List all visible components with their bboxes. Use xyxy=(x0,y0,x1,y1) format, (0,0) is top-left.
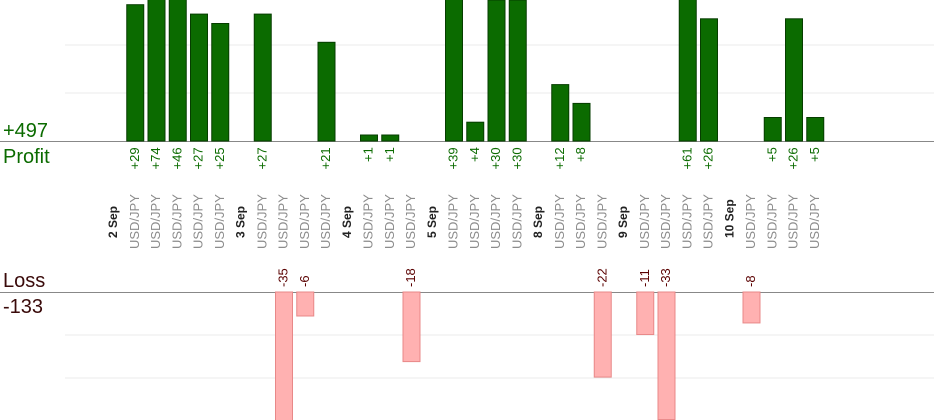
category-label: USD/JPY xyxy=(594,194,609,249)
profit-value-label: +61 xyxy=(679,147,694,169)
category-label: USD/JPY xyxy=(573,194,588,249)
profit-value-label: +27 xyxy=(191,147,206,169)
loss-total: -133 xyxy=(3,296,43,318)
profit-value-label: +26 xyxy=(786,147,801,169)
day-label: 10 Sep xyxy=(722,199,736,238)
loss-value-label: -11 xyxy=(637,269,652,287)
category-label: USD/JPY xyxy=(786,194,801,249)
loss-bar xyxy=(742,291,761,324)
category-label: USD/JPY xyxy=(701,194,716,249)
category-label: USD/JPY xyxy=(509,194,524,249)
profit-bar xyxy=(190,13,208,142)
profit-bar xyxy=(381,134,400,142)
category-label: USD/JPY xyxy=(488,194,503,249)
category-label: USD/JPY xyxy=(212,194,227,249)
profit-bar xyxy=(168,0,187,142)
profit-bar xyxy=(763,117,782,142)
profit-bar xyxy=(466,121,485,142)
profit-value-label: +29 xyxy=(127,147,142,169)
loss-bar xyxy=(636,291,655,336)
profit-value-label: +30 xyxy=(509,147,524,169)
category-label: USD/JPY xyxy=(807,194,822,249)
profit-bar xyxy=(700,18,718,142)
profit-bar xyxy=(147,0,166,142)
category-label: USD/JPY xyxy=(743,194,758,249)
category-label: USD/JPY xyxy=(552,194,567,249)
category-label: USD/JPY xyxy=(276,194,291,249)
profit-value-label: +21 xyxy=(318,147,333,169)
profit-value-label: +12 xyxy=(552,147,567,169)
profit-value-label: +4 xyxy=(467,147,482,162)
loss-value-label: -35 xyxy=(276,268,291,287)
profit-bar xyxy=(508,0,527,142)
profit-value-label: +8 xyxy=(573,147,588,162)
category-label: USD/JPY xyxy=(254,194,269,249)
loss-bar xyxy=(402,291,421,363)
loss-value-label: -22 xyxy=(594,268,609,287)
profit-bar xyxy=(211,23,230,142)
profit-bar xyxy=(317,41,336,142)
profit-value-label: +5 xyxy=(764,147,779,162)
category-label: USD/JPY xyxy=(679,194,694,249)
category-label: USD/JPY xyxy=(382,194,397,249)
category-label: USD/JPY xyxy=(764,194,779,249)
profit-value-label: +5 xyxy=(807,147,822,162)
loss-value-label: -18 xyxy=(403,268,418,287)
category-label: USD/JPY xyxy=(127,194,142,249)
day-label: 5 Sep xyxy=(425,206,439,238)
profit-value-label: +46 xyxy=(169,147,184,169)
profit-bar xyxy=(445,0,463,142)
category-label: USD/JPY xyxy=(297,194,312,249)
bars xyxy=(126,0,825,420)
loss-label: Loss xyxy=(3,270,45,292)
profit-bar xyxy=(253,13,272,142)
category-label: USD/JPY xyxy=(658,194,673,249)
day-label: 9 Sep xyxy=(616,206,630,238)
category-label: USD/JPY xyxy=(403,194,418,249)
day-label: 4 Sep xyxy=(340,206,354,238)
labels: 2 Sep USD/JPY +29 USD/JPY +74 USD/JPY +46 USD/J… xyxy=(106,147,822,287)
profit-bar xyxy=(678,0,697,142)
loss-value-label: -33 xyxy=(658,268,673,287)
profit-label: Profit xyxy=(3,146,50,168)
loss-bar xyxy=(657,291,676,420)
category-label: USD/JPY xyxy=(361,194,376,249)
profit-bar xyxy=(551,84,570,142)
category-label: USD/JPY xyxy=(148,194,163,249)
category-label: USD/JPY xyxy=(637,194,652,249)
profit-bar xyxy=(360,134,378,142)
category-label: USD/JPY xyxy=(467,194,482,249)
day-label: 2 Sep xyxy=(106,206,120,238)
day-label: 3 Sep xyxy=(234,206,248,238)
profit-bar xyxy=(785,18,803,142)
category-label: USD/JPY xyxy=(446,194,461,249)
category-label: USD/JPY xyxy=(169,194,184,249)
day-label: 8 Sep xyxy=(531,206,545,238)
profit-bar xyxy=(126,4,145,142)
profit-value-label: +30 xyxy=(488,147,503,169)
loss-bar xyxy=(593,291,612,378)
profit-value-label: +74 xyxy=(148,147,163,169)
profit-value-label: +25 xyxy=(212,147,227,169)
profit-value-label: +1 xyxy=(361,147,376,162)
profit-bar xyxy=(572,102,591,142)
profit-total: +497 xyxy=(3,120,48,142)
category-label: USD/JPY xyxy=(318,194,333,249)
profit-bar xyxy=(487,0,506,142)
profit-value-label: +26 xyxy=(701,147,716,169)
profit-bar xyxy=(806,117,825,142)
profit-value-label: +27 xyxy=(254,147,269,169)
loss-value-label: -8 xyxy=(743,275,758,287)
category-label: USD/JPY xyxy=(191,194,206,249)
profit-value-label: +1 xyxy=(382,147,397,162)
loss-bar xyxy=(275,291,293,420)
profit-value-label: +39 xyxy=(446,147,461,169)
loss-value-label: -6 xyxy=(297,275,312,287)
loss-bar xyxy=(296,291,315,317)
